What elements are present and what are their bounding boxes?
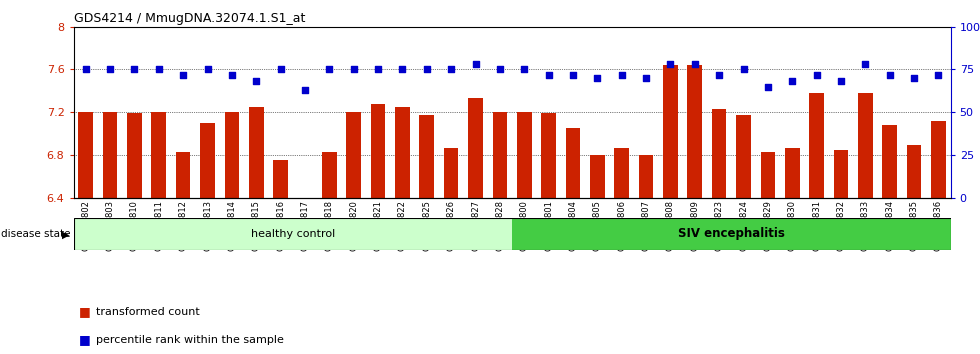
- Bar: [565, 129, 580, 198]
- Bar: [858, 93, 872, 198]
- Point: [443, 67, 459, 72]
- Bar: [444, 148, 459, 198]
- Bar: [663, 65, 678, 198]
- Bar: [809, 93, 824, 198]
- Bar: [760, 152, 775, 198]
- Point: [590, 75, 606, 81]
- Point: [370, 67, 386, 72]
- Bar: [590, 155, 605, 198]
- Point: [467, 62, 483, 67]
- Point: [492, 67, 508, 72]
- Point: [541, 72, 557, 78]
- Point: [906, 75, 922, 81]
- Point: [516, 67, 532, 72]
- Bar: [224, 112, 239, 198]
- Point: [833, 79, 849, 84]
- Bar: [152, 112, 166, 198]
- Point: [858, 62, 873, 67]
- Point: [248, 79, 264, 84]
- Point: [297, 87, 313, 93]
- Bar: [175, 152, 190, 198]
- Point: [760, 84, 776, 90]
- Text: ■: ■: [78, 333, 90, 346]
- Bar: [785, 148, 800, 198]
- Bar: [200, 123, 215, 198]
- Bar: [931, 121, 946, 198]
- Bar: [541, 114, 556, 198]
- Point: [151, 67, 167, 72]
- Point: [102, 67, 118, 72]
- Bar: [395, 107, 410, 198]
- Point: [711, 72, 727, 78]
- Text: ▶: ▶: [62, 229, 70, 239]
- Point: [126, 67, 142, 72]
- Bar: [419, 115, 434, 198]
- Bar: [127, 114, 142, 198]
- Bar: [249, 107, 264, 198]
- Point: [346, 67, 362, 72]
- Point: [418, 67, 434, 72]
- Bar: [512, 218, 951, 250]
- Point: [565, 72, 581, 78]
- Point: [613, 72, 629, 78]
- Bar: [370, 104, 385, 198]
- Bar: [736, 115, 751, 198]
- Point: [662, 62, 678, 67]
- Point: [882, 72, 898, 78]
- Bar: [322, 152, 337, 198]
- Text: healthy control: healthy control: [251, 229, 335, 239]
- Bar: [103, 112, 118, 198]
- Bar: [687, 65, 702, 198]
- Point: [784, 79, 800, 84]
- Text: transformed count: transformed count: [96, 307, 200, 316]
- Bar: [906, 144, 921, 198]
- Point: [931, 72, 947, 78]
- Point: [395, 67, 411, 72]
- Bar: [493, 112, 508, 198]
- Text: SIV encephalitis: SIV encephalitis: [678, 227, 785, 240]
- Bar: [468, 98, 483, 198]
- Bar: [834, 150, 849, 198]
- Point: [77, 67, 93, 72]
- Point: [272, 67, 288, 72]
- Text: disease state: disease state: [1, 229, 71, 239]
- Text: ■: ■: [78, 305, 90, 318]
- Bar: [74, 218, 512, 250]
- Point: [175, 72, 191, 78]
- Point: [687, 62, 703, 67]
- Text: percentile rank within the sample: percentile rank within the sample: [96, 335, 284, 345]
- Point: [736, 67, 752, 72]
- Point: [224, 72, 240, 78]
- Bar: [882, 125, 897, 198]
- Bar: [273, 160, 288, 198]
- Bar: [639, 155, 654, 198]
- Point: [321, 67, 337, 72]
- Point: [808, 72, 824, 78]
- Point: [638, 75, 654, 81]
- Text: GDS4214 / MmugDNA.32074.1.S1_at: GDS4214 / MmugDNA.32074.1.S1_at: [74, 12, 305, 25]
- Bar: [614, 148, 629, 198]
- Bar: [346, 112, 361, 198]
- Bar: [516, 112, 531, 198]
- Bar: [711, 109, 726, 198]
- Point: [200, 67, 216, 72]
- Bar: [78, 112, 93, 198]
